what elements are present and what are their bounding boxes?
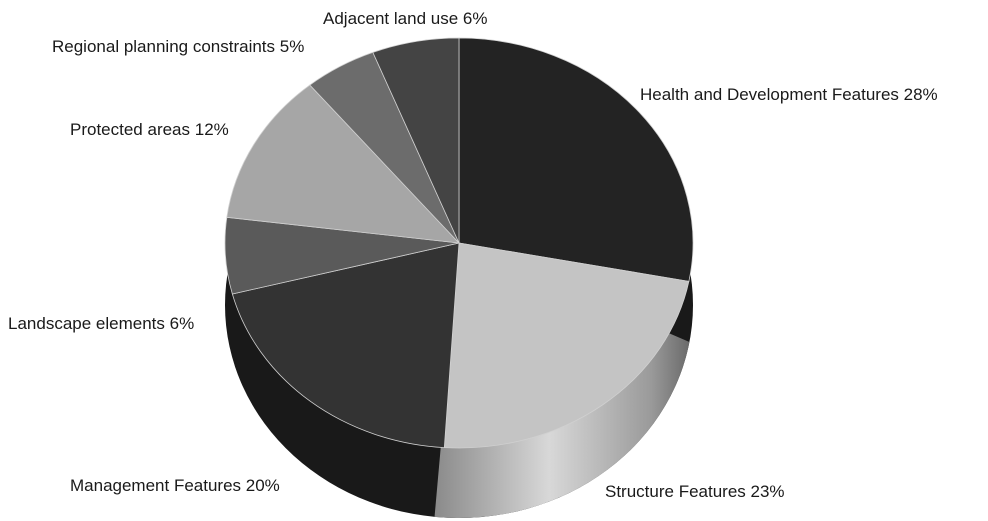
- pie-label-regional-planning-constraints: Regional planning constraints 5%: [52, 37, 304, 56]
- pie-label-protected-areas: Protected areas 12%: [70, 120, 229, 139]
- pie-slice-management-features: [231, 242, 460, 449]
- pie-slice-protected-areas: [226, 84, 461, 244]
- pie-labels: Health and Development Features 28% Struc…: [8, 9, 938, 501]
- pie-slice-adjacent-land-use: [372, 37, 460, 244]
- pie-label-landscape-elements: Landscape elements 6%: [8, 314, 194, 333]
- pie-slice-structure-features: [443, 242, 690, 449]
- pie-label-health-and-development-features: Health and Development Features 28%: [640, 85, 938, 104]
- pie-slices: [224, 37, 694, 449]
- pie-label-management-features: Management Features 20%: [70, 476, 280, 495]
- pie-label-structure-features: Structure Features 23%: [605, 482, 785, 501]
- pie-label-adjacent-land-use: Adjacent land use 6%: [323, 9, 487, 28]
- pie-slice-health-and-development-features: [458, 37, 694, 282]
